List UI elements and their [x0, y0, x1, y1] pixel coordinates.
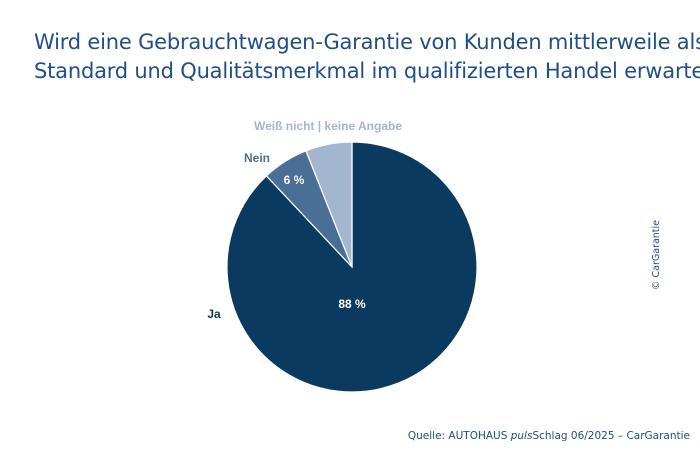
- slice-category-label-3: Weiß nicht | keine Angabe: [254, 119, 402, 133]
- slice-category-label-2: Nein: [244, 151, 270, 165]
- slice-value-label-2: 6 %: [284, 173, 305, 187]
- source-italic: puls: [510, 430, 533, 442]
- chart-title-line-1: Wird eine Gebrauchtwagen-Garantie von Ku…: [34, 30, 700, 54]
- chart-title: Wird eine Gebrauchtwagen-Garantie von Ku…: [34, 28, 700, 86]
- pie-slice-1: [226, 141, 478, 393]
- source-prefix: Quelle: AUTOHAUS: [407, 430, 511, 442]
- source-note: Quelle: AUTOHAUS pulsSchlag 06/2025 – Ca…: [408, 430, 690, 442]
- copyright-note: © CarGarantie: [651, 219, 662, 290]
- source-suffix: Schlag 06/2025 – CarGarantie: [532, 430, 690, 442]
- slice-category-label-1: Ja: [207, 307, 221, 321]
- pie-slice-3: [305, 141, 353, 268]
- slice-value-label-1: 88 %: [338, 297, 366, 311]
- chart-title-line-2: Standard und Qualitätsmerkmal im qualifi…: [34, 59, 700, 83]
